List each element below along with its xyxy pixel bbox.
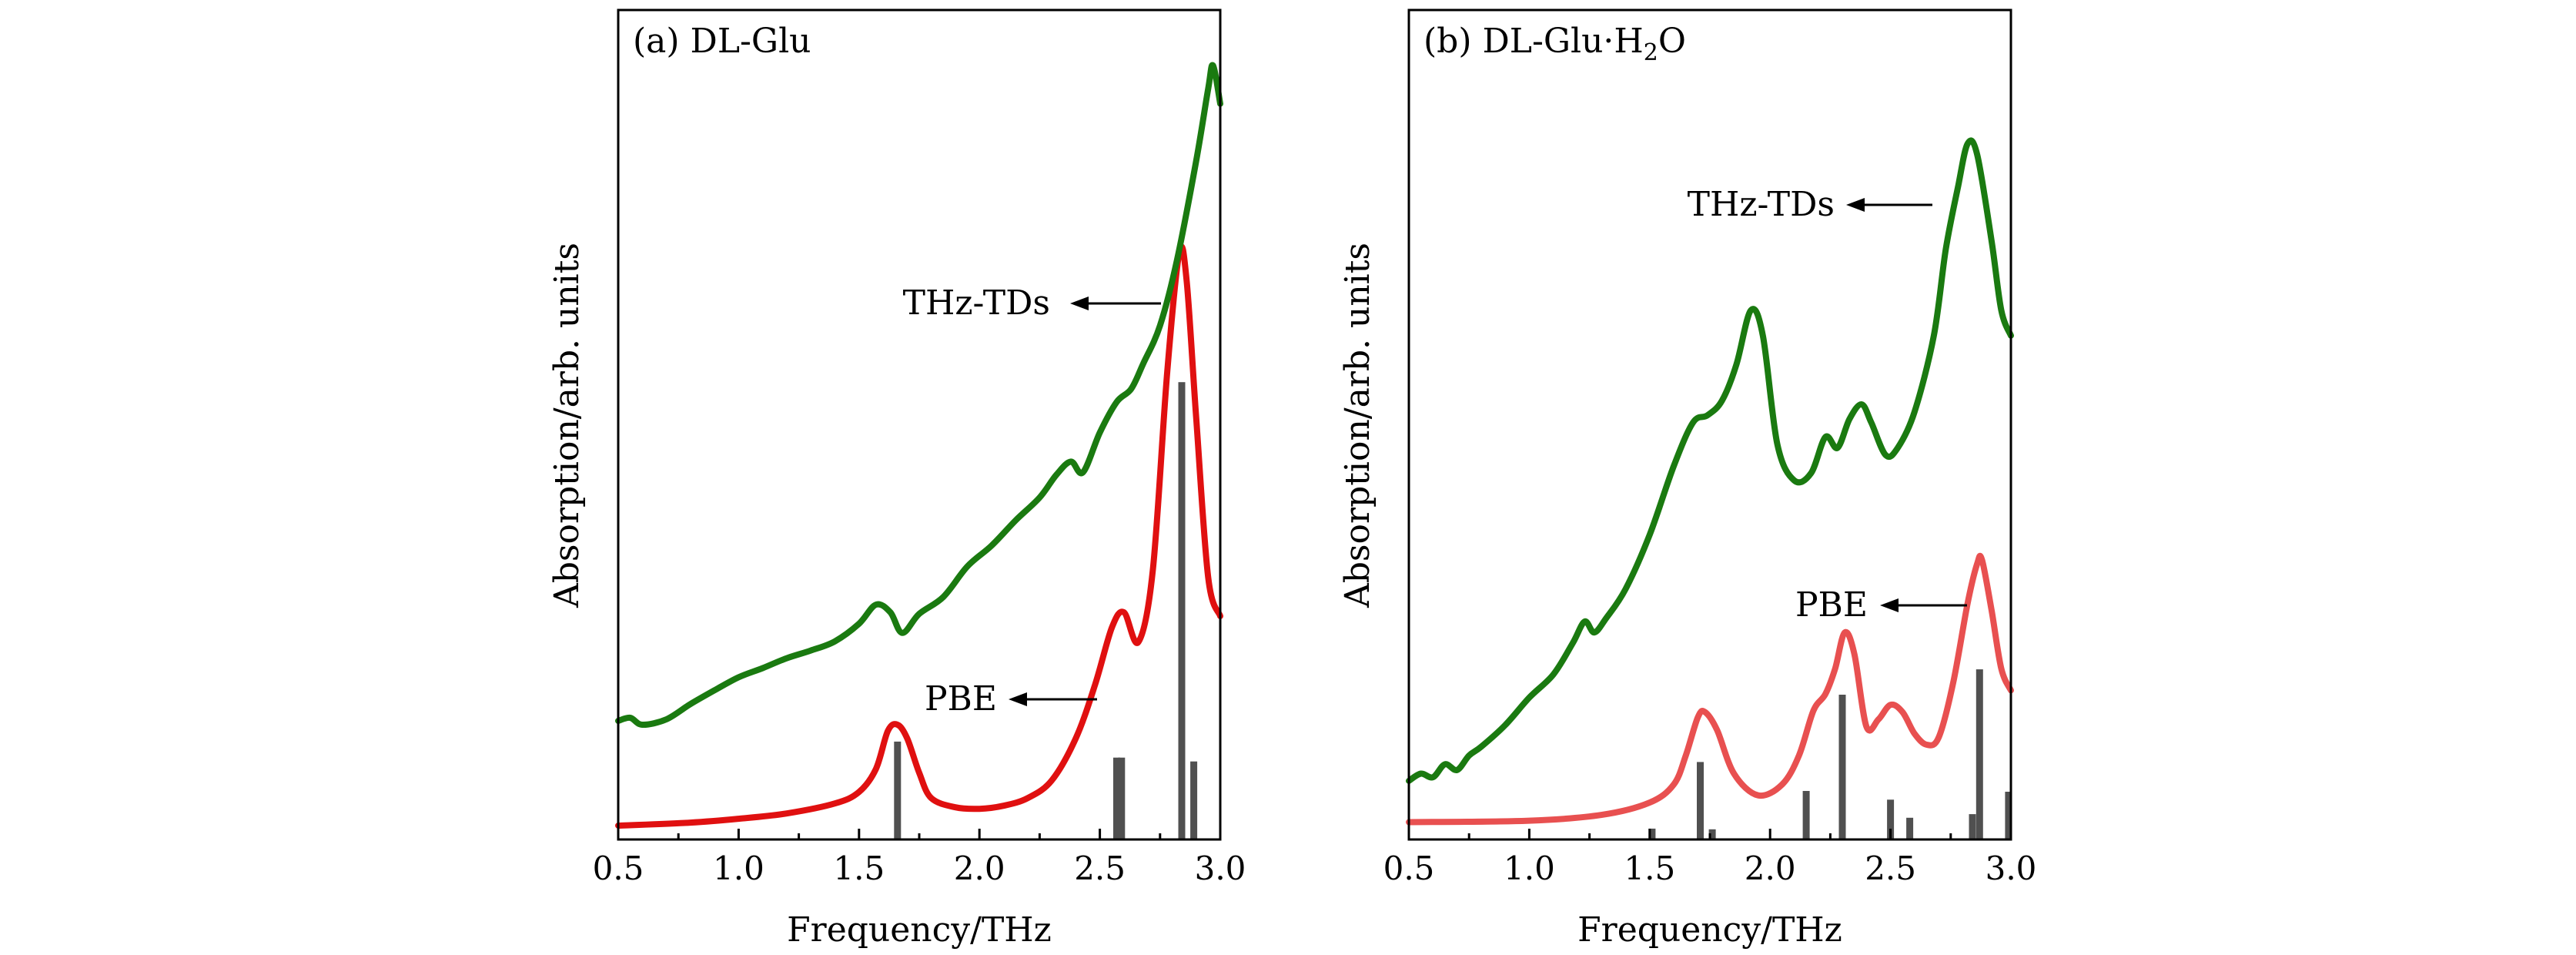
panel-b-stick-spectrum (1648, 669, 2012, 839)
panel-b-label-subscript: 2 (1644, 39, 1658, 66)
panel-a-x-tick-label-4: 2.0 (954, 849, 1005, 887)
panel-a-stick-3 (1118, 757, 1126, 839)
panel-a-label: (a) DL-Glu (633, 22, 811, 61)
panel-b-pbe-annotation: PBE (1795, 585, 1967, 625)
panel-a-x-tick-label-2: 1.0 (713, 849, 764, 887)
panel-a-x-tick-label-6: 3.0 (1195, 849, 1246, 887)
panel-b-x-tick-label-2: 1.0 (1504, 849, 1555, 887)
panel-b-stick-5 (1838, 695, 1846, 839)
panel-a-x-tick-label-5: 2.5 (1074, 849, 1126, 887)
panel-b-stick-2 (1697, 762, 1704, 839)
panel-b-pbe-annotation-label: PBE (1795, 585, 1868, 625)
panel-b-stick-9 (1975, 669, 1983, 839)
panel-b-stick-1 (1648, 828, 1656, 839)
panel-a-stick-2 (1113, 757, 1120, 839)
panel-a-x-tick-label-1: 0.5 (593, 849, 644, 887)
panel-b-x-ticks: 0.5 1.0 1.5 2.0 2.5 3.0 (1383, 829, 2037, 887)
panel-a-axes-frame (617, 8, 1222, 841)
panel-b-stick-10 (2005, 792, 2012, 839)
panel-b-stick-7 (1906, 817, 1914, 839)
panel-a-x-ticks: 0.5 1.0 1.5 2.0 2.5 3.0 (593, 829, 1246, 887)
panel-a-pbe-curve (615, 243, 1223, 829)
panel-b-x-tick-label-5: 2.5 (1865, 849, 1916, 887)
panel-a-x-axis-label: Frequency/THz (787, 910, 1052, 950)
panel-a-pbe-annotation-label: PBE (925, 679, 997, 719)
panel-a-stick-4 (1178, 382, 1186, 839)
panel-b-tds-annotation-label: THz-TDs (1688, 185, 1835, 224)
panel-b: 0.5 1.0 1.5 2.0 2.5 3.0 (b) DL-Glu·H2O Freque… (1338, 8, 2037, 950)
panel-b-tds-annotation: THz-TDs (1688, 185, 1932, 224)
panel-b-x-tick-label-4: 2.0 (1745, 849, 1796, 887)
panel-b-label-suffix: O (1658, 22, 1686, 61)
panel-a-thz-tds-curve (615, 62, 1223, 729)
panel-a-stick-1 (894, 741, 902, 839)
panel-b-label-prefix: (b) DL-Glu·H (1423, 22, 1644, 61)
panel-b-pbe-curve (1406, 552, 2014, 826)
panel-b-stick-4 (1802, 791, 1810, 839)
panel-b-label: (b) DL-Glu·H2O (1423, 22, 1686, 66)
panel-a: 0.5 1.0 1.5 2.0 2.5 3.0 (a) DL-Glu Frequency/… (547, 8, 1246, 950)
panel-b-y-axis-label: Absorption/arb. units (1338, 243, 1377, 608)
panel-b-tds-annotation-arrowhead (1846, 198, 1865, 212)
panel-b-thz-tds-curve (1406, 137, 2014, 784)
panel-b-stick-3 (1708, 829, 1716, 839)
panel-b-stick-8 (1969, 814, 1976, 839)
panel-a-pbe-annotation-arrowhead (1009, 692, 1027, 706)
panel-b-x-tick-label-6: 3.0 (1986, 849, 2037, 887)
panel-a-tds-annotation-label: THz-TDs (903, 283, 1050, 323)
panel-b-x-tick-label-1: 0.5 (1383, 849, 1435, 887)
panel-a-tds-annotation-arrowhead (1070, 297, 1089, 310)
panel-b-plot-content (1406, 137, 2014, 839)
panel-b-x-axis-label: Frequency/THz (1577, 910, 1842, 950)
panel-b-stick-6 (1887, 799, 1895, 839)
panel-a-pbe-annotation: PBE (925, 679, 1097, 719)
panel-a-plot-content (615, 62, 1223, 839)
panel-a-stick-spectrum (894, 382, 1198, 839)
panel-b-pbe-annotation-arrowhead (1880, 598, 1899, 612)
panel-a-x-tick-label-3: 1.5 (833, 849, 885, 887)
panel-b-x-tick-label-3: 1.5 (1624, 849, 1675, 887)
panel-a-stick-5 (1190, 761, 1198, 839)
panel-a-tds-annotation: THz-TDs (903, 283, 1161, 323)
panel-a-y-axis-label: Absorption/arb. units (547, 243, 587, 608)
